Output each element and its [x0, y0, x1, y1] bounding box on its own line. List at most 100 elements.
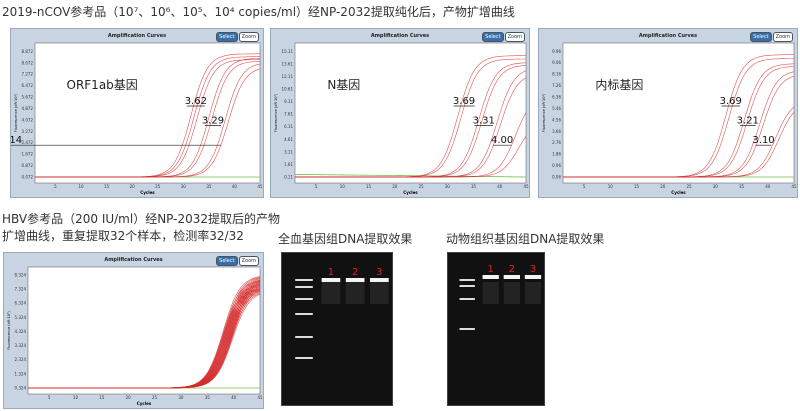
x-tick-label: 5 — [583, 184, 586, 189]
x-tick-label: 45 — [257, 184, 263, 189]
y-axis-label: Fluorescence (dR·10³) — [7, 311, 11, 350]
x-axis-label: Cycles — [403, 190, 418, 195]
select-button[interactable]: Select — [216, 256, 238, 266]
amplification-curve — [563, 112, 795, 178]
amplification-chart: 0.324 1.324 2.324 3.324 4.324 5.324 6.324 7.324… — [7, 266, 263, 406]
y-tick-label: 0.11 — [284, 175, 293, 180]
x-tick-label: 10 — [608, 184, 614, 189]
y-tick-label: 3.11 — [284, 149, 293, 154]
ladder-band — [295, 336, 313, 338]
y-tick-label: 6.36 — [552, 95, 561, 100]
select-button[interactable]: Select — [216, 32, 238, 42]
x-tick-label: 30 — [181, 184, 187, 189]
y-axis-label: Fluorescence (dR·10³) — [274, 93, 278, 132]
x-tick-label: 30 — [445, 184, 451, 189]
y-axis-label: Fluorescence (dR·10³) — [14, 93, 18, 132]
x-tick-label: 35 — [206, 184, 212, 189]
x-tick-label: 10 — [340, 184, 346, 189]
y-tick-label: 3.272 — [22, 129, 34, 134]
x-tick-label: 35 — [739, 184, 745, 189]
x-tick-label: 40 — [231, 395, 237, 400]
dna-smear — [503, 282, 520, 304]
x-tick-label: 20 — [660, 184, 666, 189]
y-tick-label: 8.072 — [22, 60, 34, 65]
y-tick-label: 7.272 — [22, 72, 34, 77]
y-tick-label: 9.11 — [284, 99, 293, 104]
y-tick-label: 15.11 — [282, 49, 294, 54]
chart-panel-internal-control: Amplification Curves Select Zoom 0.06 0.96 1… — [538, 28, 798, 198]
delta-ct-label: 3.10 — [752, 135, 774, 146]
lane-label: 1 — [488, 264, 494, 275]
dna-smear — [345, 282, 365, 304]
y-tick-label: 8.16 — [552, 72, 561, 77]
x-tick-label: 25 — [418, 184, 424, 189]
delta-ct-label: 4.00 — [491, 135, 513, 146]
zoom-button[interactable]: Zoom — [772, 32, 793, 42]
gel-image: 1 2 3 — [295, 267, 389, 359]
dna-smear — [482, 282, 499, 304]
plot-area — [294, 42, 527, 184]
delta-ct-label: 3.29 — [202, 116, 224, 127]
heading-hbv-1: HBV参考品（200 IU/ml）经NP-2032提取后的产物 — [2, 212, 281, 226]
chart-panel-n-gene: Amplification Curves Select Zoom 0.11 1.61 3… — [270, 28, 530, 198]
select-button[interactable]: Select — [750, 32, 772, 42]
y-tick-label: 8.324 — [15, 272, 27, 277]
y-tick-label: 8.872 — [22, 49, 34, 54]
y-tick-label: 12.11 — [282, 74, 294, 79]
y-tick-label: 5.324 — [15, 315, 27, 320]
y-tick-label: 4.61 — [284, 137, 293, 142]
y-tick-label: 1.324 — [15, 371, 27, 376]
zoom-button[interactable]: Zoom — [238, 32, 259, 42]
genomic-dna-band — [482, 275, 499, 279]
y-tick-label: 0.06 — [552, 175, 561, 180]
amplification-chart: 0.06 0.96 1.86 2.76 3.66 4.56 5.46 6.36 7.26 8.16… — [542, 42, 797, 195]
zoom-button[interactable]: Zoom — [504, 32, 525, 42]
y-tick-label: 4.56 — [552, 117, 561, 122]
x-tick-label: 25 — [152, 395, 158, 400]
zoom-button[interactable]: Zoom — [238, 256, 259, 266]
y-tick-label: 2.76 — [552, 140, 561, 145]
heading-gel1: 全血基因组DNA提取效果 — [278, 232, 413, 246]
x-tick-label: 15 — [104, 184, 110, 189]
y-tick-label: 0.872 — [22, 163, 34, 168]
chart-panel-orf1ab: Amplification Curves Select Zoom 0.072 0.87… — [10, 28, 264, 198]
y-tick-label: 2.472 — [22, 140, 34, 145]
x-tick-label: 15 — [366, 184, 372, 189]
x-tick-label: 40 — [232, 184, 238, 189]
delta-ct-label: 3.69 — [453, 96, 475, 107]
chart-title: Amplification Curves — [370, 33, 430, 39]
y-tick-label: 9.96 — [552, 49, 561, 54]
y-tick-label: 7.324 — [15, 287, 27, 292]
amplification-curve — [28, 294, 261, 389]
y-tick-label: 0.324 — [15, 386, 27, 391]
ladder-band — [459, 298, 475, 300]
dna-smear — [370, 282, 389, 304]
y-tick-label: 7.26 — [552, 83, 561, 88]
y-tick-label: 4.072 — [22, 117, 34, 122]
x-tick-label: 45 — [257, 395, 263, 400]
select-button[interactable]: Select — [482, 32, 504, 42]
x-tick-label: 15 — [99, 395, 105, 400]
genomic-dna-band — [345, 278, 365, 282]
y-tick-label: 2.324 — [15, 357, 27, 362]
ladder-band — [459, 328, 475, 330]
y-tick-label: 7.61 — [284, 112, 293, 117]
y-tick-label: 5.672 — [22, 95, 34, 100]
ladder-band — [295, 313, 313, 315]
dna-smear — [321, 282, 341, 304]
x-tick-label: 25 — [155, 184, 161, 189]
amplification-chart: 0.11 1.61 3.11 4.61 6.11 7.61 9.11 10.61 12.11 13… — [274, 42, 529, 195]
ladder-band — [295, 298, 313, 300]
plot-area — [562, 42, 795, 184]
chart-title: Amplification Curves — [104, 257, 163, 263]
ladder-band — [295, 286, 313, 288]
lane-label: 2 — [352, 267, 358, 278]
x-tick-label: 5 — [315, 184, 318, 189]
x-tick-label: 30 — [178, 395, 184, 400]
negative-control-curve — [294, 174, 527, 178]
gel-animal-tissue: 1 2 3 — [447, 252, 545, 406]
plot-area — [27, 266, 261, 395]
y-tick-label: 6.472 — [22, 83, 34, 88]
ladder-band — [295, 279, 313, 281]
amplification-curve — [295, 136, 527, 178]
